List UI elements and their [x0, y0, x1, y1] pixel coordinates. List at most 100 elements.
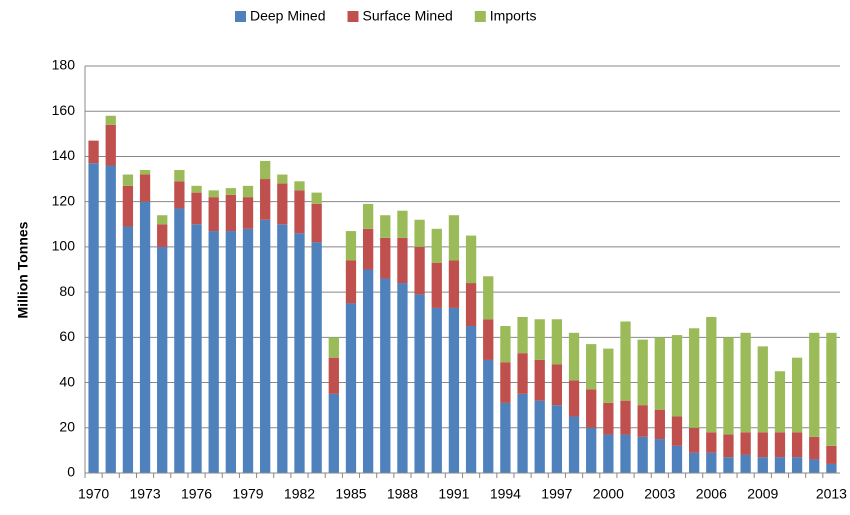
bar-segment	[397, 283, 408, 473]
bar-segment	[174, 208, 185, 473]
bar-segment	[586, 344, 597, 390]
bar-segment	[225, 188, 236, 195]
bar-segment	[208, 231, 219, 473]
bar-segment	[568, 380, 580, 417]
bar-segment	[122, 226, 134, 473]
bar-segment	[362, 269, 374, 473]
bar-segment	[260, 179, 271, 220]
bar-segment	[208, 197, 219, 232]
bar-segment	[380, 237, 391, 279]
x-tick-label: 1973	[129, 486, 160, 502]
bar-segment	[414, 219, 425, 247]
bar-segment	[568, 416, 580, 473]
bar-segment	[671, 416, 683, 446]
x-tick-label: 2006	[696, 486, 727, 502]
bar-segment	[139, 174, 151, 202]
bar-segment	[105, 165, 116, 473]
bar-segment	[345, 303, 357, 473]
bar-segment	[740, 454, 751, 473]
x-tick-label: 1979	[232, 486, 263, 502]
bar-segment	[277, 183, 288, 225]
bar-segment	[311, 203, 322, 243]
x-tick-label: 1982	[284, 486, 315, 502]
bar-segment	[431, 228, 442, 263]
bar-segment	[568, 332, 580, 381]
bar-segment	[551, 405, 563, 473]
bar-segment	[706, 432, 717, 453]
bar-segment	[534, 359, 545, 401]
bar-segment	[174, 170, 185, 182]
x-tick-label: 2013	[816, 486, 847, 502]
bar-segment	[809, 459, 820, 473]
bar-segment	[260, 219, 271, 473]
bar-segment	[689, 452, 700, 473]
bar-segment	[603, 434, 614, 473]
bar-segment	[809, 332, 820, 437]
bar-segment	[191, 192, 202, 225]
bar-segment	[723, 457, 734, 473]
bar-segment	[397, 237, 408, 284]
bar-segment	[414, 294, 425, 473]
y-tick-label: 0	[67, 464, 75, 480]
bar-segment	[122, 174, 134, 186]
bar-segment	[791, 357, 803, 433]
bar-segment	[88, 140, 99, 164]
bar-segment	[706, 452, 717, 473]
x-tick-label: 1970	[78, 486, 109, 502]
bar-segment	[139, 201, 151, 473]
bar-segment	[500, 326, 511, 363]
bar-segment	[517, 393, 528, 473]
bar-segment	[637, 436, 648, 473]
x-tick-label: 1991	[438, 486, 469, 502]
bar-segment	[328, 337, 339, 358]
bar-segment	[723, 337, 734, 435]
bar-segment	[191, 224, 202, 473]
bar-segment	[242, 197, 254, 229]
bar-segment	[654, 439, 665, 473]
y-tick-label: 120	[52, 192, 76, 208]
legend-label: Surface Mined	[363, 8, 453, 24]
bar-segment	[225, 231, 236, 473]
bar-segment	[414, 246, 425, 295]
bar-segment	[277, 224, 288, 473]
bar-segment	[740, 432, 751, 455]
bar-segment	[345, 260, 357, 304]
bar-segment	[586, 427, 597, 473]
y-axis-label: Million Tonnes	[15, 221, 31, 318]
bar-segment	[448, 215, 460, 261]
y-tick-label: 140	[52, 147, 76, 163]
bar-segment	[465, 235, 477, 284]
bar-segment	[791, 432, 803, 458]
bar-segment	[311, 242, 322, 473]
bar-segment	[791, 457, 803, 473]
bar-segment	[689, 427, 700, 453]
bar-segment	[551, 319, 563, 365]
bar-segment	[620, 321, 631, 401]
legend-swatch	[474, 11, 486, 22]
bar-segment	[380, 215, 391, 238]
y-tick-label: 180	[52, 57, 76, 73]
bar-segment	[242, 228, 254, 473]
bar-segment	[483, 276, 494, 320]
bar-segment	[740, 332, 751, 433]
bar-segment	[242, 185, 254, 198]
bar-segment	[311, 192, 322, 204]
bar-segment	[431, 262, 442, 308]
y-tick-label: 80	[59, 283, 75, 299]
x-tick-label: 1976	[181, 486, 212, 502]
bar-segment	[620, 400, 631, 435]
bar-segment	[397, 210, 408, 238]
bar-segment	[534, 319, 545, 360]
x-tick-label: 1994	[490, 486, 521, 502]
bar-segment	[586, 389, 597, 428]
bar-segment	[774, 371, 786, 433]
bar-segment	[603, 402, 614, 435]
y-tick-label: 40	[59, 373, 75, 389]
y-tick-label: 60	[59, 328, 75, 344]
bar-segment	[465, 326, 477, 473]
bar-segment	[122, 185, 134, 227]
legend-label: Deep Mined	[250, 8, 326, 24]
bar-segment	[826, 463, 837, 473]
bar-segment	[723, 434, 734, 458]
